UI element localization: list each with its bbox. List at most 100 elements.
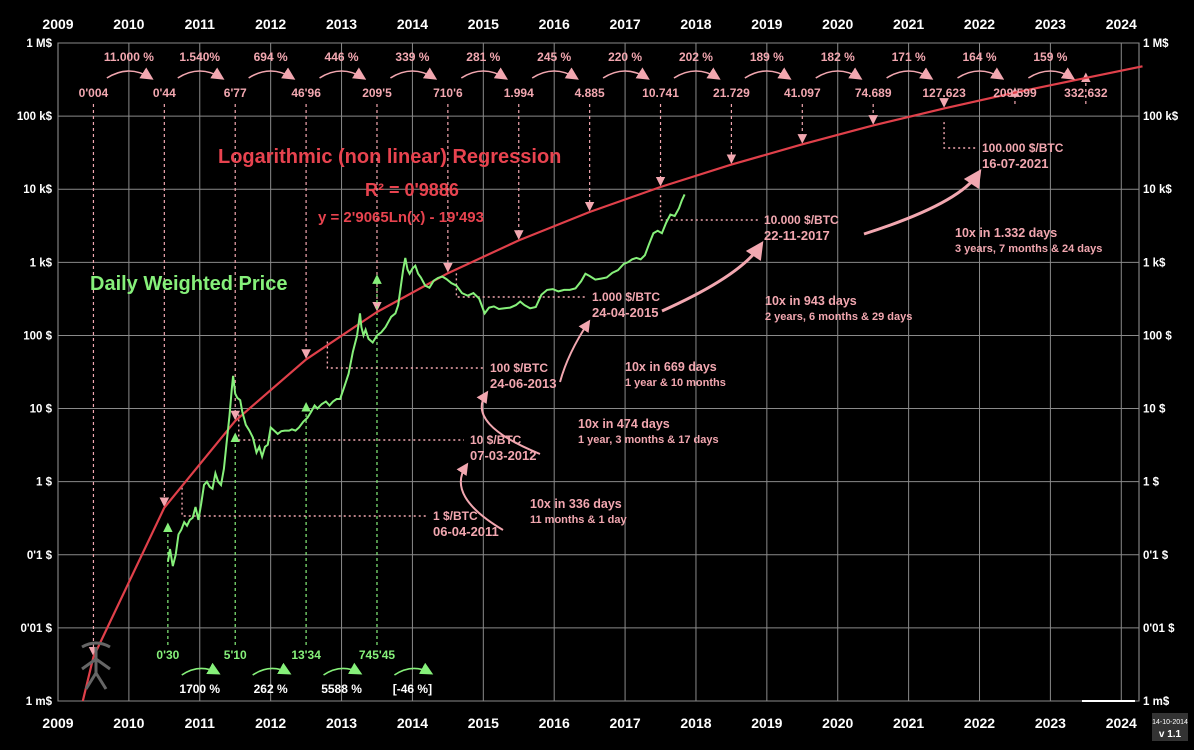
chart-title: Logarithmic (non linear) Regression bbox=[218, 146, 561, 168]
milestone-date: 16-07-2021 bbox=[982, 156, 1049, 171]
growth-arrow bbox=[106, 67, 154, 80]
x-tick-label: 2009 bbox=[42, 16, 73, 32]
regression-value-label: 46'96 bbox=[291, 86, 321, 100]
y-axis-right: 1 m$ 0'01 $ 0'1 $ 1 $ 10 $ 100 $ 1 k$ 10 k$ 100 … bbox=[1143, 38, 1179, 708]
y-tick-label: 100 k$ bbox=[17, 111, 53, 123]
price-drop-lines bbox=[163, 274, 382, 645]
x-tick-label: 2016 bbox=[539, 715, 570, 731]
milestone-span-detail: 2 years, 6 months & 29 days bbox=[765, 311, 912, 323]
price-growth-arrow bbox=[252, 662, 292, 676]
x-tick-label: 2017 bbox=[610, 715, 641, 731]
growth-pct-label: 159 % bbox=[1033, 50, 1067, 64]
x-tick-label: 2009 bbox=[42, 715, 73, 731]
milestone-arrow bbox=[661, 241, 764, 313]
x-tick-label: 2021 bbox=[893, 16, 924, 32]
milestone-date: 06-04-2011 bbox=[433, 524, 499, 539]
milestone-leader bbox=[455, 268, 586, 298]
price-line bbox=[166, 193, 686, 567]
x-axis-top: 2009 2010 2011 2012 2013 2014 2015 2016 2017 2018… bbox=[42, 16, 1137, 32]
regression-value-label: 127.623 bbox=[922, 86, 966, 100]
price-bottom-label: 13'34 bbox=[291, 648, 321, 662]
growth-pct-label: 164 % bbox=[962, 50, 996, 64]
y-tick-label: 0'1 $ bbox=[27, 550, 53, 562]
milestone-price: 1.000 $/BTC bbox=[592, 290, 660, 304]
version-badge: 14-10-2014 v 1.1 bbox=[1152, 713, 1188, 741]
milestone-date: 07-03-2012 bbox=[470, 448, 537, 463]
growth-arrow bbox=[1027, 67, 1076, 80]
series-label-price: Daily Weighted Price bbox=[90, 273, 287, 295]
x-tick-label: 2013 bbox=[326, 16, 357, 32]
milestone-leader-lines bbox=[181, 122, 976, 517]
milestone-leader bbox=[326, 341, 484, 369]
price-growth-label: 1700 % bbox=[179, 682, 220, 696]
x-tick-label: 2019 bbox=[751, 16, 782, 32]
growth-pct-label: 11.000 % bbox=[104, 50, 154, 64]
price-growth-label: 5588 % bbox=[321, 682, 362, 696]
y-tick-label: 100 $ bbox=[23, 330, 52, 342]
price-growth-label: [-46 %] bbox=[393, 682, 432, 696]
formula-label: y = 2'9065Ln(x) - 19'493 bbox=[318, 209, 484, 226]
y-tick-label: 10 k$ bbox=[1143, 184, 1172, 196]
growth-arrow bbox=[886, 67, 934, 80]
growth-pct-label: 339 % bbox=[395, 50, 429, 64]
milestone-arrow bbox=[559, 319, 591, 383]
y-tick-label: 100 $ bbox=[1143, 330, 1172, 342]
regression-value-label: 6'77 bbox=[224, 86, 247, 100]
growth-pct-label: 245 % bbox=[537, 50, 571, 64]
x-tick-label: 2023 bbox=[1035, 16, 1066, 32]
milestone-span: 10x in 943 days bbox=[765, 294, 857, 308]
x-tick-label: 2010 bbox=[113, 16, 144, 32]
regression-value-label: 332.632 bbox=[1064, 86, 1108, 100]
milestone-leader bbox=[943, 122, 976, 149]
x-tick-label: 2011 bbox=[185, 16, 216, 32]
regression-value-label: 74.689 bbox=[855, 86, 892, 100]
x-tick-label: 2013 bbox=[326, 715, 357, 731]
milestone-span: 10x in 336 days bbox=[530, 497, 622, 511]
svg-text:v 1.1: v 1.1 bbox=[1159, 729, 1182, 740]
y-tick-label: 1 M$ bbox=[26, 38, 52, 50]
x-tick-label: 2014 bbox=[397, 16, 428, 32]
regression-value-label: 10.741 bbox=[642, 86, 679, 100]
plot-grid bbox=[57, 42, 1140, 702]
milestone-span: 10x in 669 days bbox=[625, 360, 717, 374]
x-tick-label: 2011 bbox=[185, 715, 216, 731]
growth-pct-label: 171 % bbox=[892, 50, 926, 64]
x-tick-label: 2010 bbox=[113, 715, 144, 731]
milestone-date: 24-04-2015 bbox=[592, 305, 659, 320]
y-tick-label: 100 k$ bbox=[1143, 111, 1179, 123]
y-tick-label: 1 k$ bbox=[1143, 257, 1166, 269]
milestone-arrow bbox=[476, 390, 541, 455]
x-tick-label: 2023 bbox=[1035, 715, 1066, 731]
price-growth-arrow bbox=[181, 662, 221, 676]
growth-arrow bbox=[460, 67, 509, 80]
growth-pct-label: 281 % bbox=[466, 50, 500, 64]
growth-arrow bbox=[815, 67, 863, 80]
regression-value-label: 710'6 bbox=[433, 86, 463, 100]
regression-value-label: 209'5 bbox=[362, 86, 392, 100]
x-tick-label: 2022 bbox=[964, 16, 995, 32]
growth-pct-label: 1.540% bbox=[179, 50, 220, 64]
growth-pct-label: 182 % bbox=[821, 50, 855, 64]
growth-arrow bbox=[673, 67, 721, 80]
milestone-date: 24-06-2013 bbox=[490, 376, 557, 391]
milestone-span: 10x in 474 days bbox=[578, 417, 670, 431]
plot-frame bbox=[57, 42, 1140, 702]
x-tick-label: 2017 bbox=[610, 16, 641, 32]
x-tick-label: 2015 bbox=[468, 16, 499, 32]
x-tick-label: 2020 bbox=[822, 16, 853, 32]
growth-arrow bbox=[248, 67, 296, 80]
milestone-span: 10x in 1.332 days bbox=[955, 226, 1057, 240]
logo bbox=[81, 641, 111, 690]
y-tick-label: 10 $ bbox=[1143, 404, 1166, 416]
growth-pct-label: 189 % bbox=[750, 50, 784, 64]
growth-pct-label: 694 % bbox=[254, 50, 288, 64]
r2-label: R² = 0'9886 bbox=[365, 180, 459, 200]
y-tick-label: 0'01 $ bbox=[20, 623, 52, 635]
milestone-price: 10 $/BTC bbox=[470, 433, 522, 447]
y-axis-left: 1 m$ 0'01 $ 0'1 $ 1 $ 10 $ 100 $ 1 k$ 10 k$ 100 … bbox=[17, 38, 53, 708]
regression-value-label: 21.729 bbox=[713, 86, 750, 100]
x-tick-label: 2014 bbox=[397, 715, 428, 731]
price-bottom-label: 5'10 bbox=[224, 648, 247, 662]
growth-arrow bbox=[531, 67, 579, 80]
x-tick-label: 2022 bbox=[964, 715, 995, 731]
